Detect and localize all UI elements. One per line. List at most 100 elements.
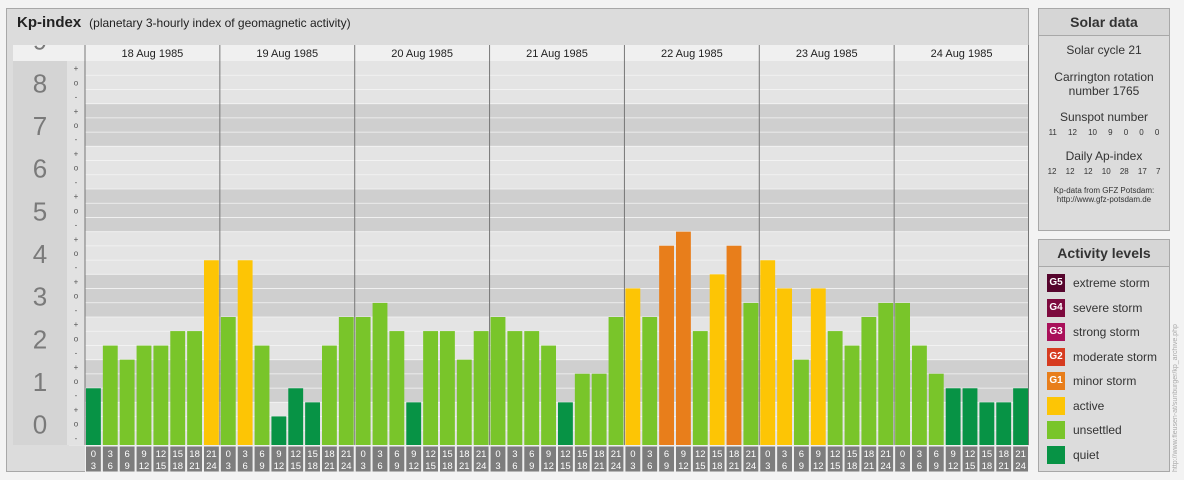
day-label: 18 Aug 1985 <box>122 48 184 60</box>
hour-end-label: 24 <box>746 461 757 472</box>
activity-level-item: unsettled <box>1039 418 1169 443</box>
carrington-line1: Carrington rotation <box>1054 70 1154 84</box>
hour-end-label: 3 <box>765 461 770 472</box>
kp-bar <box>844 345 860 445</box>
hour-box <box>169 445 187 472</box>
sunspot-value: 0 <box>1154 128 1160 137</box>
day-label: 20 Aug 1985 <box>391 48 453 60</box>
hour-start-label: 9 <box>546 449 551 460</box>
hour-box <box>961 445 979 472</box>
hour-start-label: 12 <box>425 449 436 460</box>
level-label: strong storm <box>1073 325 1140 340</box>
hour-end-label: 18 <box>172 461 183 472</box>
sunspot-value: 11 <box>1048 128 1057 137</box>
minor-tick-mark: - <box>75 306 78 315</box>
kp-bar <box>558 402 573 445</box>
kp-bar <box>338 317 354 445</box>
hour-box <box>658 445 676 472</box>
hour-start-label: 0 <box>495 449 500 460</box>
level-band <box>13 103 1029 147</box>
hour-start-label: 12 <box>560 449 571 460</box>
hour-start-label: 18 <box>729 449 740 460</box>
y-tick-label: 8 <box>33 68 47 98</box>
hour-box <box>607 445 625 472</box>
activity-levels-panel: Activity levels G5 extreme storm G4 severe … <box>1038 239 1170 472</box>
kp-bar <box>726 245 742 445</box>
hour-start-label: 3 <box>377 449 382 460</box>
level-band <box>13 231 1029 275</box>
hour-start-label: 15 <box>307 449 318 460</box>
hour-end-label: 18 <box>307 461 318 472</box>
hour-end-label: 12 <box>948 461 959 472</box>
hour-start-label: 18 <box>594 449 605 460</box>
minor-tick-mark: + <box>74 277 79 286</box>
hour-start-label: 3 <box>108 449 113 460</box>
kp-bar <box>878 302 894 445</box>
minor-tick-mark: o <box>74 121 79 130</box>
level-band <box>13 61 1029 104</box>
hour-start-label: 3 <box>917 449 922 460</box>
hour-start-label: 18 <box>324 449 335 460</box>
hour-end-label: 15 <box>560 461 571 472</box>
kp-bar <box>355 317 371 445</box>
minor-tick-mark: + <box>74 405 79 414</box>
y-tick-label: 4 <box>33 239 47 269</box>
y-label-column <box>13 61 67 445</box>
hour-start-label: 9 <box>276 449 281 460</box>
minor-tick-mark: + <box>74 320 79 329</box>
y-tick-label: 5 <box>33 196 47 226</box>
hour-end-label: 18 <box>442 461 453 472</box>
hour-start-label: 9 <box>681 449 686 460</box>
hour-end-label: 15 <box>425 461 436 472</box>
hour-box <box>877 445 895 472</box>
hour-box <box>118 445 136 472</box>
hour-start-label: 6 <box>934 449 939 460</box>
kp-chart-panel: Kp-index (planetary 3-hourly index of geo… <box>6 8 1029 472</box>
hour-start-label: 12 <box>156 449 167 460</box>
activity-level-item: G3 strong storm <box>1039 320 1169 345</box>
minor-tick-mark: - <box>75 221 78 230</box>
hour-box <box>101 445 119 472</box>
hour-start-label: 9 <box>816 449 821 460</box>
hour-start-label: 3 <box>782 449 787 460</box>
activity-levels-list: G5 extreme storm G4 severe storm G3 strong st… <box>1039 271 1169 467</box>
hour-box <box>540 445 558 472</box>
kp-bar <box>204 260 219 445</box>
ap-value: 12 <box>1083 167 1093 176</box>
hour-start-label: 6 <box>799 449 804 460</box>
solar-cycle: Solar cycle 21 <box>1066 43 1142 57</box>
credit-text: http://www.fleusen-at/sunburger/kp_archi… <box>1172 324 1179 472</box>
hour-end-label: 12 <box>274 461 285 472</box>
hour-end-label: 21 <box>189 461 200 472</box>
hour-end-label: 21 <box>324 461 335 472</box>
hour-start-label: 3 <box>512 449 517 460</box>
hour-box <box>219 445 237 472</box>
hour-end-label: 21 <box>459 461 470 472</box>
kp-bar <box>912 345 927 445</box>
hour-box <box>371 445 389 472</box>
hour-end-label: 3 <box>226 461 231 472</box>
activity-level-item: G4 severe storm <box>1039 296 1169 321</box>
minor-tick-mark: + <box>74 363 79 372</box>
hour-start-label: 6 <box>259 449 264 460</box>
hour-start-label: 18 <box>459 449 470 460</box>
hour-end-label: 3 <box>900 461 905 472</box>
minor-tick-mark: o <box>74 420 79 429</box>
hour-end-label: 12 <box>813 461 824 472</box>
minor-tick-mark: + <box>74 192 79 201</box>
hour-start-label: 15 <box>847 449 858 460</box>
kp-bar <box>372 302 388 445</box>
kp-bar <box>220 317 236 445</box>
hour-start-label: 15 <box>982 449 993 460</box>
kp-bar <box>692 331 708 445</box>
level-label: minor storm <box>1073 374 1137 389</box>
hour-start-label: 0 <box>226 449 231 460</box>
level-swatch <box>1047 396 1065 415</box>
hour-end-label: 9 <box>529 461 534 472</box>
hour-box <box>742 445 760 472</box>
kp-bar <box>187 331 202 445</box>
hour-box <box>152 445 170 472</box>
hour-end-label: 24 <box>611 461 622 472</box>
level-band <box>13 189 1029 232</box>
level-label: unsettled <box>1073 423 1122 438</box>
